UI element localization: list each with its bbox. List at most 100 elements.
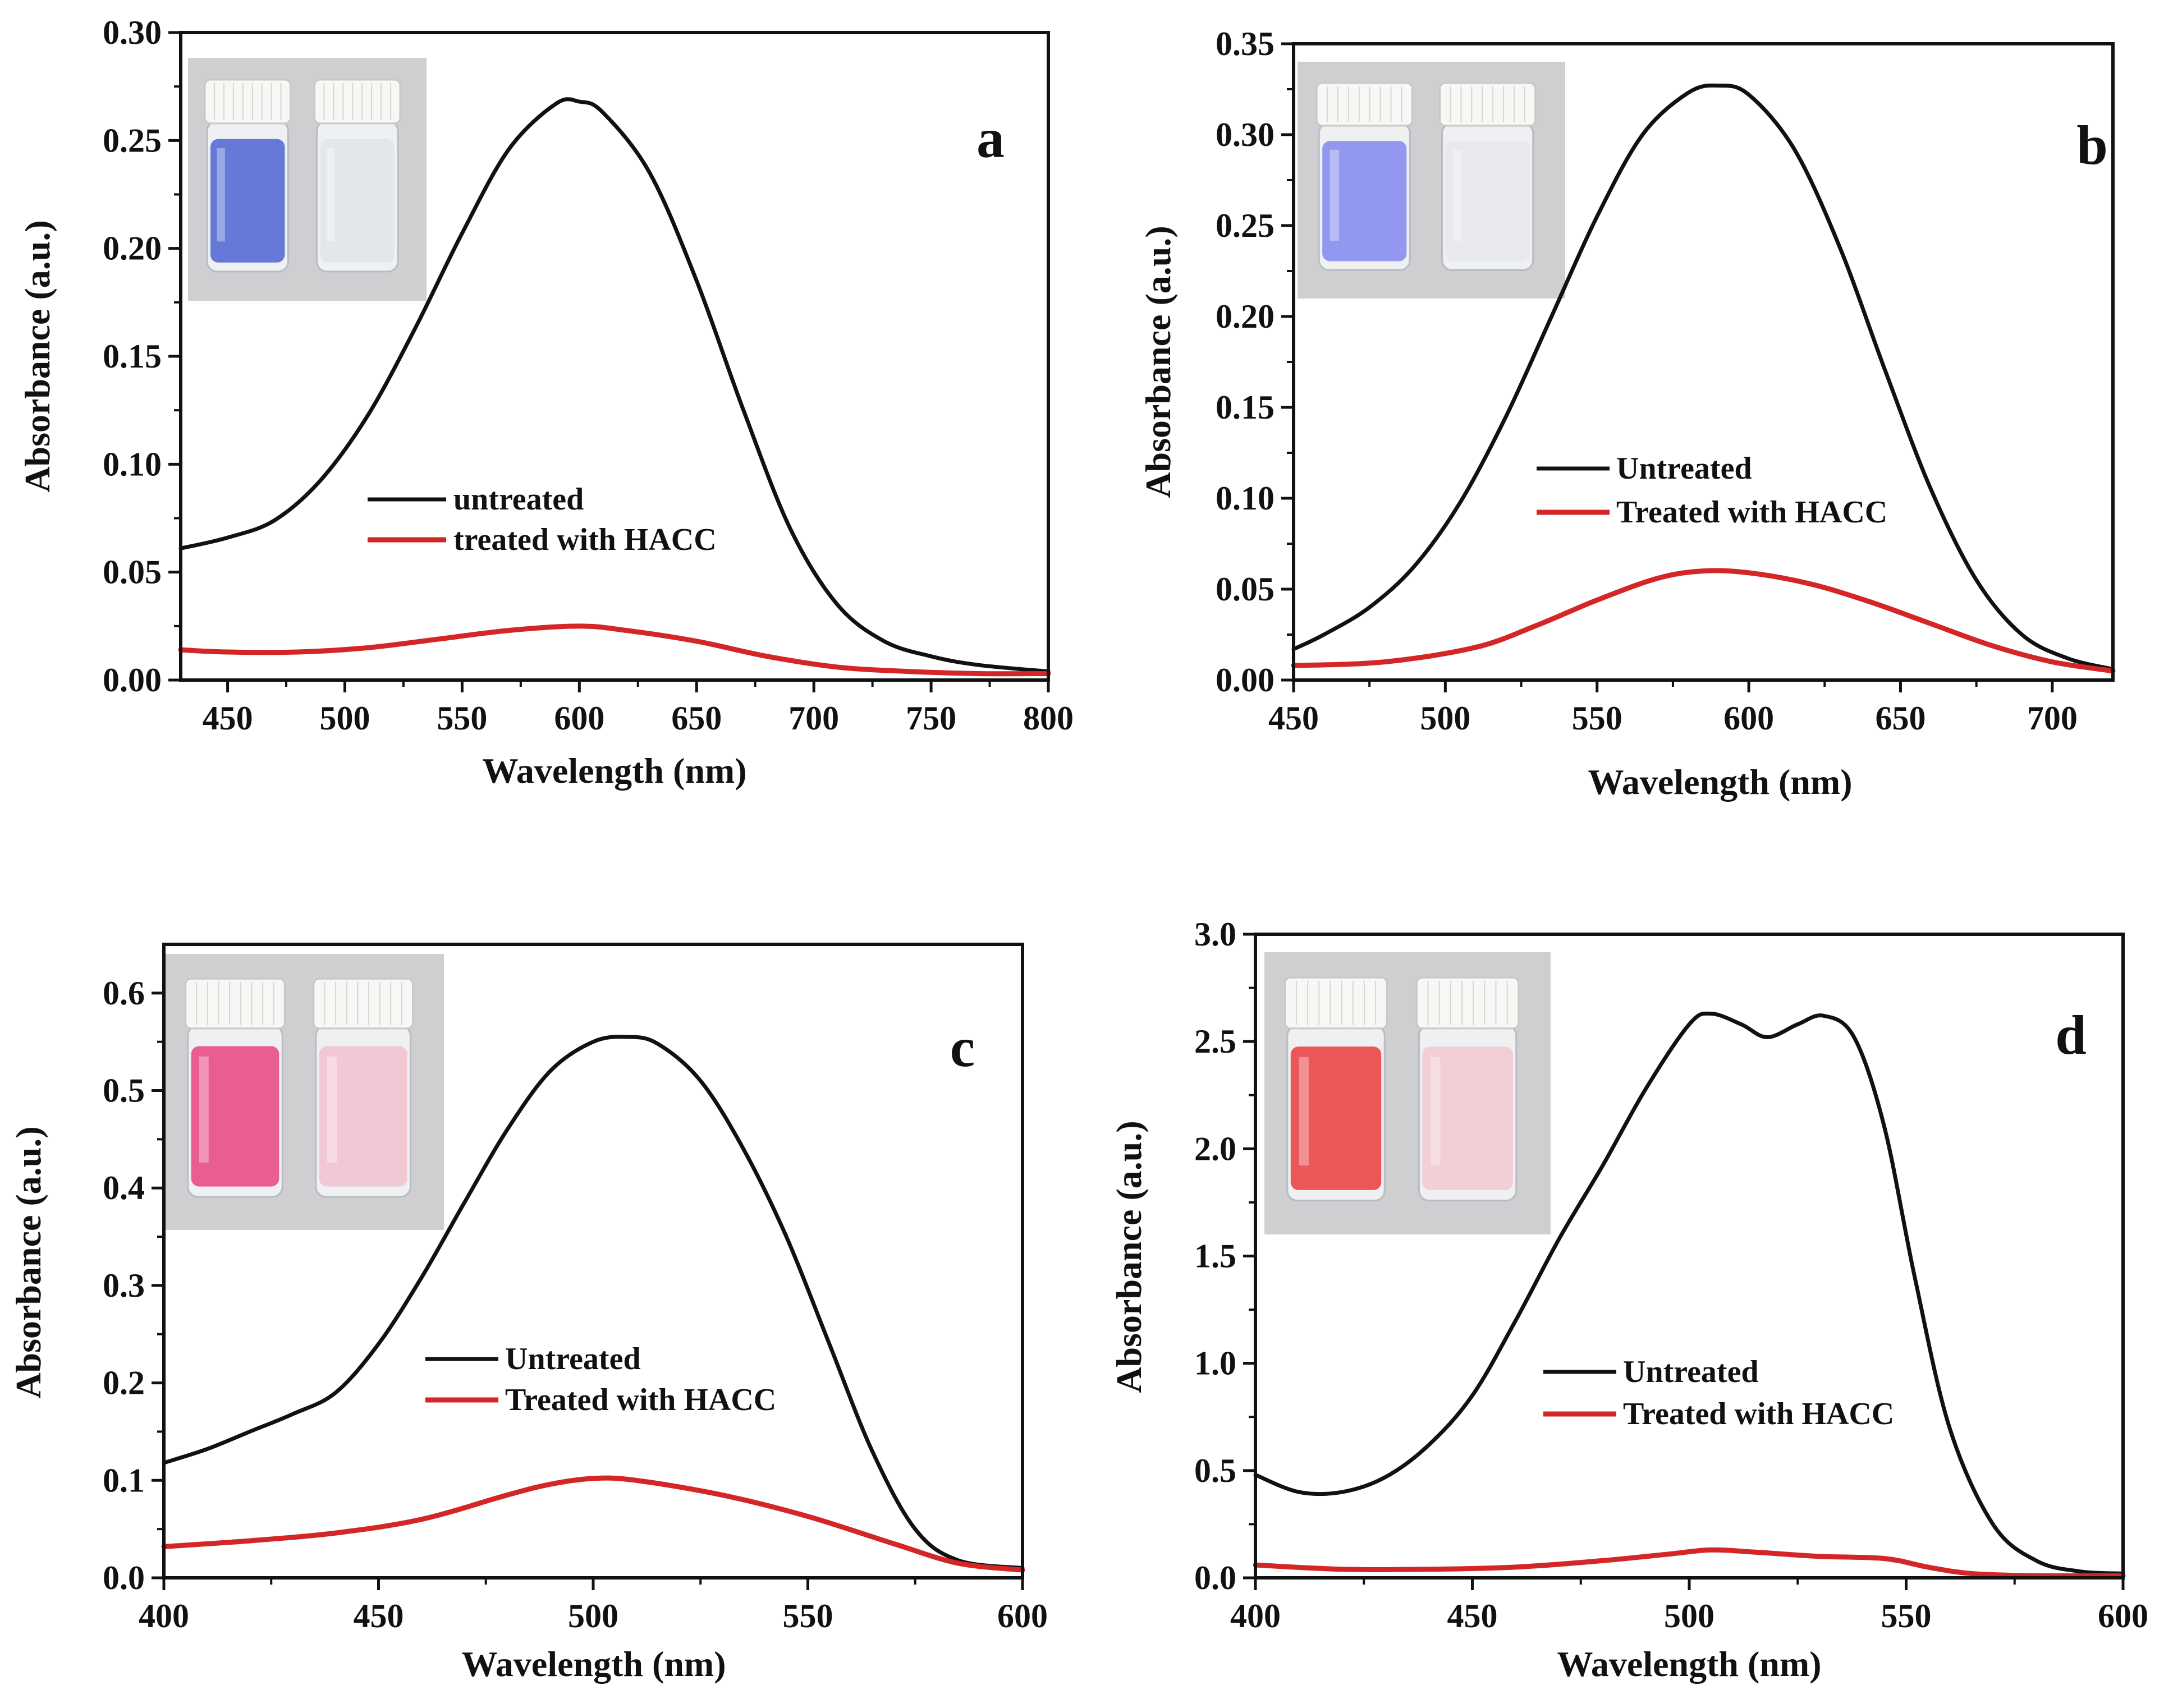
y-tick-label: 0.5 <box>1194 1452 1236 1489</box>
legend: untreated treated with HACC <box>368 482 717 557</box>
y-tick-label: 0.4 <box>103 1169 145 1206</box>
inset-photo <box>166 954 444 1230</box>
inset-photo <box>1264 952 1551 1234</box>
x-tick-label: 550 <box>1572 700 1622 737</box>
vial-highlight <box>1431 1057 1441 1166</box>
series-line-treated <box>1291 568 2116 674</box>
x-axis-label: Wavelength (nm) <box>482 751 746 791</box>
y-axis-label: Absorbance (a.u.) <box>8 1126 48 1398</box>
vial-liquid <box>1322 141 1407 261</box>
series-line-treated <box>161 1475 1025 1573</box>
vial-untreated <box>1284 976 1388 1202</box>
vial-highlight <box>217 148 225 242</box>
inset-photo <box>188 58 427 301</box>
chart-panel-a: 450 500 550 600 650 700 750 800 0.00 0.05 0.10 0.15… <box>17 14 1074 791</box>
legend-label-untreated: Untreated <box>1616 451 1752 486</box>
x-tick-label: 700 <box>788 700 839 737</box>
series-line-treated <box>1253 1547 2126 1578</box>
y-tick-label: 0.1 <box>103 1462 145 1499</box>
y-tick-label: 0.30 <box>103 14 162 51</box>
vial-liquid <box>1290 1046 1382 1190</box>
x-tick-label: 650 <box>1875 700 1926 737</box>
series-line-untreated <box>1291 83 2115 672</box>
vial-treated <box>1415 976 1520 1202</box>
x-tick-label: 650 <box>671 700 722 737</box>
y-tick-label: 0.05 <box>103 554 162 591</box>
vial-liquid <box>210 139 285 263</box>
vial-treated <box>314 79 401 273</box>
x-tick-label: 600 <box>2098 1597 2148 1634</box>
y-tick-label: 1.0 <box>1194 1345 1236 1382</box>
panel-letter: c <box>950 1016 975 1078</box>
legend-label-untreated: Untreated <box>1623 1355 1759 1389</box>
y-tick-label: 0.6 <box>103 975 145 1012</box>
y-tick-label: 0.00 <box>1216 662 1275 699</box>
x-tick-label: 550 <box>783 1597 833 1634</box>
vial-highlight <box>199 1056 209 1163</box>
x-axis-label: Wavelength (nm) <box>1588 762 1852 802</box>
x-tick-label: 450 <box>1268 700 1319 737</box>
vial-liquid <box>191 1046 279 1187</box>
x-tick-label: 800 <box>1023 700 1074 737</box>
vial-liquid <box>320 139 395 263</box>
y-axis-label: Absorbance (a.u.) <box>1109 1121 1149 1393</box>
x-tick-label: 400 <box>1230 1597 1281 1634</box>
vial-cap <box>1439 82 1537 127</box>
vial-untreated <box>204 79 291 273</box>
vial-treated <box>313 977 414 1198</box>
chart-panel-c: 400 450 500 550 600 0.0 0.1 0.2 0.3 0.4 0.5 0.6 Wave… <box>8 943 1048 1684</box>
x-axis-label: Wavelength (nm) <box>461 1644 726 1684</box>
x-tick-label: 550 <box>1881 1597 1932 1634</box>
legend: Untreated Treated with HACC <box>1543 1355 1894 1431</box>
legend-label-untreated: untreated <box>453 482 584 517</box>
y-tick-label: 0.30 <box>1216 116 1275 153</box>
y-tick-label: 0.20 <box>103 230 162 267</box>
y-tick-label: 0.25 <box>103 122 162 159</box>
vial-liquid <box>1445 141 1530 261</box>
y-tick-label: 0.15 <box>103 338 162 375</box>
y-tick-label: 0.00 <box>103 662 162 699</box>
vial-liquid <box>319 1046 407 1187</box>
panel-letter: d <box>2055 1004 2087 1066</box>
legend-label-treated: Treated with HACC <box>505 1383 776 1417</box>
vial-liquid <box>1422 1046 1513 1190</box>
y-tick-label: 1.5 <box>1194 1238 1236 1275</box>
y-tick-label: 0.05 <box>1216 571 1275 608</box>
x-axis-label: Wavelength (nm) <box>1557 1644 1821 1684</box>
vial-cap <box>314 79 401 125</box>
y-tick-label: 0.35 <box>1216 25 1275 62</box>
y-tick-label: 0.15 <box>1216 389 1275 426</box>
x-tick-label: 500 <box>568 1597 618 1634</box>
x-tick-label: 450 <box>1447 1597 1498 1634</box>
y-tick-label: 0.5 <box>103 1072 145 1109</box>
series-line-untreated <box>1253 1011 2125 1576</box>
y-tick-label: 0.20 <box>1216 298 1275 335</box>
vial-cap <box>1284 976 1388 1030</box>
x-tick-label: 600 <box>997 1597 1048 1634</box>
y-axis-label: Absorbance (a.u.) <box>1138 226 1178 498</box>
y-tick-label: 0.10 <box>103 446 162 483</box>
x-tick-label: 750 <box>906 700 956 737</box>
vial-treated <box>1439 82 1537 271</box>
y-axis-label: Absorbance (a.u.) <box>17 220 57 492</box>
y-tick-label: 0.25 <box>1216 207 1275 244</box>
vial-cap <box>1315 82 1413 127</box>
vial-cap <box>185 977 286 1030</box>
vial-highlight <box>1453 149 1463 241</box>
panel-letter: b <box>2076 114 2108 176</box>
legend-label-treated: treated with HACC <box>453 522 717 557</box>
chart-panel-d: 400 450 500 550 600 0.0 0.5 1.0 1.5 2.0 2.5 3.0 Wave… <box>1109 916 2148 1684</box>
vial-untreated <box>1315 82 1413 271</box>
legend-label-treated: Treated with HACC <box>1623 1397 1894 1431</box>
y-tick-label: 2.0 <box>1194 1130 1236 1167</box>
series-line-untreated <box>162 1035 1025 1571</box>
y-tick-label: 0.0 <box>1194 1559 1236 1596</box>
y-tick-label: 2.5 <box>1194 1023 1236 1060</box>
vial-highlight <box>327 1056 337 1163</box>
vial-highlight <box>326 148 335 242</box>
x-tick-label: 500 <box>319 700 370 737</box>
vial-untreated <box>185 977 286 1198</box>
legend: Untreated Treated with HACC <box>425 1342 776 1417</box>
vial-highlight <box>1330 149 1339 241</box>
